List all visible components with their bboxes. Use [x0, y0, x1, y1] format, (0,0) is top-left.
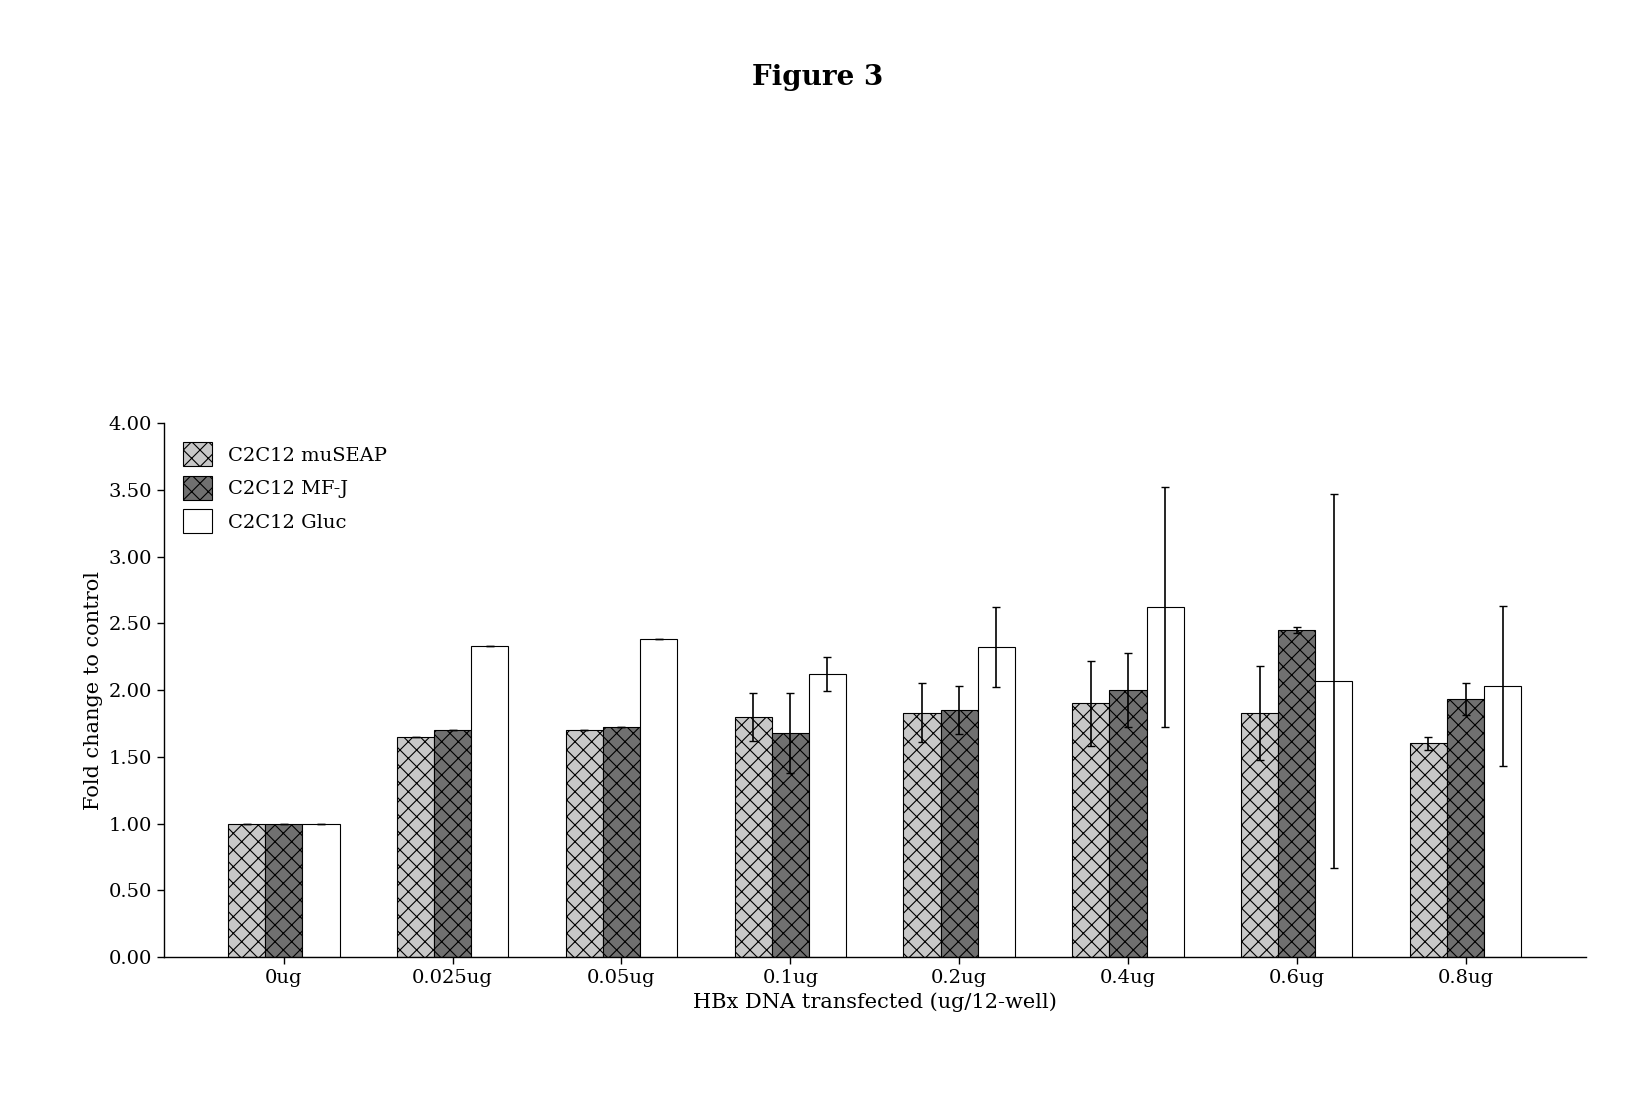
Bar [772, 732, 809, 957]
Bar [1315, 681, 1352, 957]
Bar [603, 728, 639, 957]
Bar [229, 824, 265, 957]
Bar [1241, 712, 1279, 957]
Bar [734, 717, 772, 957]
Bar [978, 648, 1015, 957]
Bar [1110, 690, 1146, 957]
Legend: C2C12 muSEAP, C2C12 MF-J, C2C12 Gluc: C2C12 muSEAP, C2C12 MF-J, C2C12 Gluc [173, 433, 396, 543]
Bar [639, 639, 677, 957]
Bar [940, 710, 978, 957]
Bar [302, 824, 340, 957]
Bar [265, 824, 302, 957]
Bar [566, 730, 603, 957]
Bar [1485, 686, 1521, 957]
Y-axis label: Fold change to control: Fold change to control [83, 571, 103, 809]
Bar [809, 674, 845, 957]
Bar [1073, 703, 1110, 957]
Bar [1146, 608, 1184, 957]
Bar [1279, 630, 1315, 957]
X-axis label: HBx DNA transfected (ug/12-well): HBx DNA transfected (ug/12-well) [693, 993, 1056, 1012]
Bar [435, 730, 471, 957]
Bar [904, 712, 940, 957]
Text: Figure 3: Figure 3 [752, 65, 883, 91]
Bar [1409, 743, 1447, 957]
Bar [471, 646, 508, 957]
Bar [397, 737, 435, 957]
Bar [1447, 699, 1485, 957]
